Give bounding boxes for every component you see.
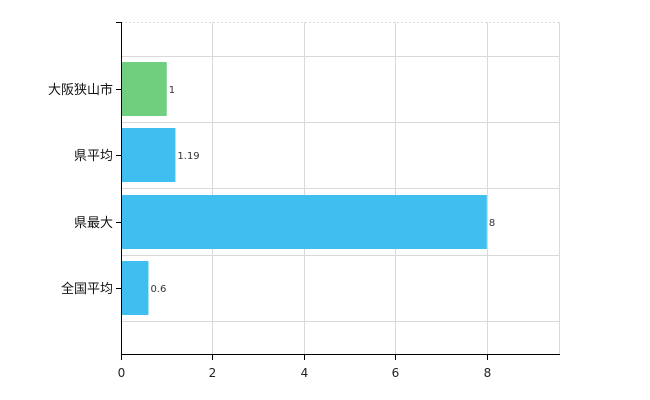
category-label: 全国平均 <box>61 281 113 297</box>
x-tick-label: 0 <box>118 366 126 380</box>
grid <box>121 22 560 360</box>
bar <box>122 195 487 249</box>
bar <box>122 261 149 315</box>
category-label: 大阪狭山市 <box>48 82 113 98</box>
x-tick-label: 2 <box>209 366 217 380</box>
category-label: 県平均 <box>74 149 113 164</box>
x-tick-label: 8 <box>484 366 492 380</box>
x-tick-label: 4 <box>301 366 309 380</box>
bars <box>122 62 487 315</box>
labels: 0 2 4 6 8 大阪狭山市 1 県平均 1.19 県最大 8 全国平均 0.6 <box>48 82 495 380</box>
value-label: 1.19 <box>177 151 199 162</box>
category-label: 県最大 <box>74 216 113 231</box>
value-label: 1 <box>169 85 175 96</box>
bar <box>122 128 176 182</box>
bar <box>122 62 167 116</box>
axes <box>116 22 560 355</box>
x-tick-label: 6 <box>392 366 400 380</box>
value-label: 8 <box>489 218 495 229</box>
value-label: 0.6 <box>150 284 166 295</box>
